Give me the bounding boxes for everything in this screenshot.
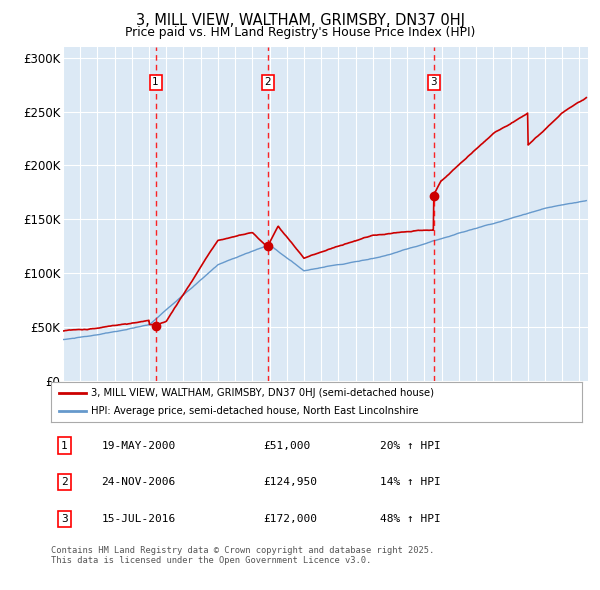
Text: 2: 2 (61, 477, 68, 487)
Text: 1: 1 (61, 441, 68, 451)
Text: 20% ↑ HPI: 20% ↑ HPI (380, 441, 441, 451)
Text: 15-JUL-2016: 15-JUL-2016 (101, 514, 176, 524)
Text: 2: 2 (265, 77, 271, 87)
Text: £51,000: £51,000 (263, 441, 311, 451)
Text: 3: 3 (61, 514, 68, 524)
Text: 3, MILL VIEW, WALTHAM, GRIMSBY, DN37 0HJ: 3, MILL VIEW, WALTHAM, GRIMSBY, DN37 0HJ (136, 13, 464, 28)
Text: 3, MILL VIEW, WALTHAM, GRIMSBY, DN37 0HJ (semi-detached house): 3, MILL VIEW, WALTHAM, GRIMSBY, DN37 0HJ… (91, 388, 434, 398)
Text: £124,950: £124,950 (263, 477, 317, 487)
Text: 3: 3 (430, 77, 437, 87)
Text: 48% ↑ HPI: 48% ↑ HPI (380, 514, 441, 524)
Text: Price paid vs. HM Land Registry's House Price Index (HPI): Price paid vs. HM Land Registry's House … (125, 26, 475, 39)
Text: £172,000: £172,000 (263, 514, 317, 524)
Text: 14% ↑ HPI: 14% ↑ HPI (380, 477, 441, 487)
Text: 24-NOV-2006: 24-NOV-2006 (101, 477, 176, 487)
Text: Contains HM Land Registry data © Crown copyright and database right 2025.
This d: Contains HM Land Registry data © Crown c… (51, 546, 434, 565)
Text: HPI: Average price, semi-detached house, North East Lincolnshire: HPI: Average price, semi-detached house,… (91, 406, 418, 416)
Text: 19-MAY-2000: 19-MAY-2000 (101, 441, 176, 451)
Text: 1: 1 (152, 77, 159, 87)
